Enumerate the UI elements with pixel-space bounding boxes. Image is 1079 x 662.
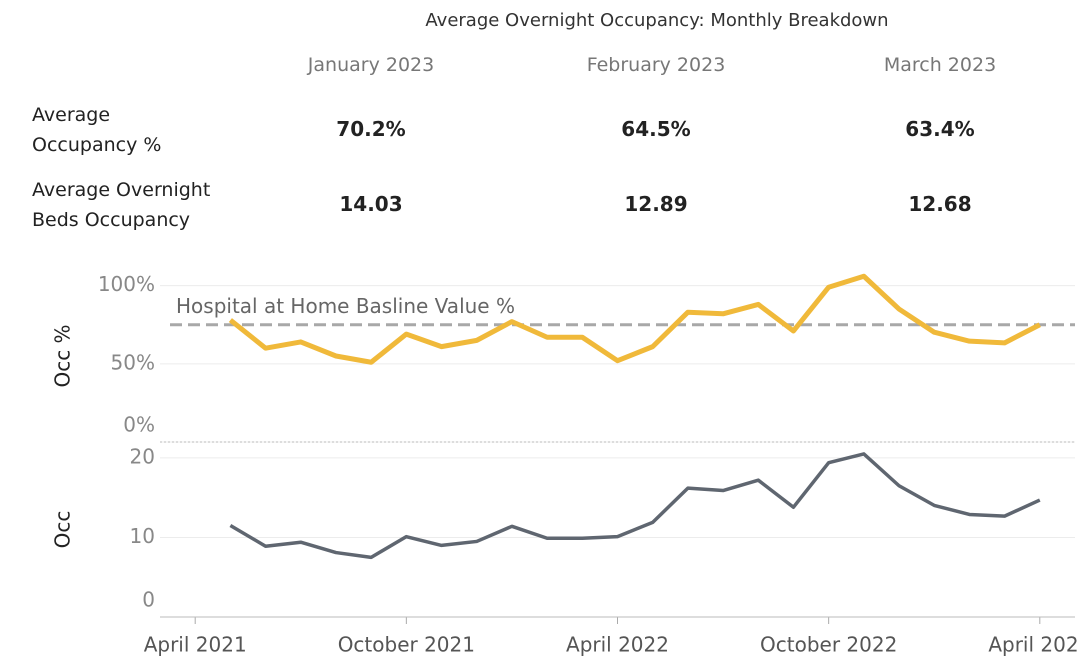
column-header: February 2023: [586, 54, 726, 76]
y-tick-label: 0%: [123, 413, 155, 437]
cell: 12.89: [624, 192, 688, 216]
cell: 70.2%: [336, 117, 406, 141]
x-tick-label: April 2023: [988, 633, 1079, 657]
y-axis-title: Occ %: [51, 324, 75, 387]
row-label: Average Occupancy %: [32, 104, 162, 156]
cell: 63.4%: [905, 117, 975, 141]
x-tick-label: October 2021: [338, 633, 475, 657]
column-header: March 2023: [883, 54, 997, 76]
table-title: Average Overnight Occupancy: Monthly Bre…: [425, 10, 889, 31]
column-header: January 2023: [307, 54, 435, 76]
y-tick-label: 0: [142, 588, 155, 612]
line-series: [229, 452, 1041, 560]
cell: 14.03: [339, 192, 403, 216]
y-tick-label: 50%: [111, 350, 155, 374]
cell: 12.68: [908, 192, 972, 216]
x-tick-label: October 2022: [760, 633, 897, 657]
y-axis-title: Occ: [51, 511, 75, 549]
y-tick-label: 20: [130, 444, 155, 468]
y-tick-label: 10: [130, 524, 155, 548]
cell: 64.5%: [621, 117, 691, 141]
line-series: [228, 273, 1041, 365]
reference-label: Hospital at Home Basline Value %: [176, 294, 515, 318]
x-tick-label: April 2021: [144, 633, 247, 657]
row-label: Average Overnight Beds Occupancy: [32, 179, 211, 231]
x-tick-label: April 2022: [566, 633, 669, 657]
y-tick-label: 100%: [98, 272, 155, 296]
